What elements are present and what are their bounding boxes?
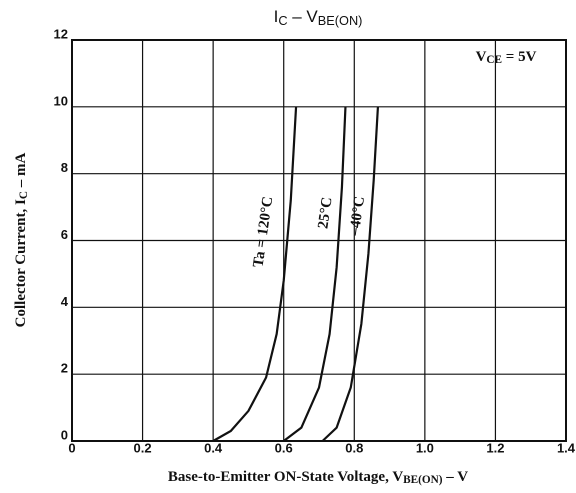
condition-label-subscript: CE	[486, 54, 502, 66]
chart-title-subscript: BE(ON)	[318, 13, 363, 28]
curve-label: 25°C	[315, 196, 335, 230]
curve	[283, 106, 347, 442]
chart-title-part: I	[274, 7, 279, 26]
curve	[321, 106, 380, 442]
x-tick-label: 0.2	[134, 440, 152, 455]
x-tick-label: 0.4	[204, 440, 223, 455]
curve	[212, 106, 298, 442]
y-tick-label: 2	[61, 361, 68, 376]
curve-label: –40°C	[347, 195, 368, 237]
x-axis-label: Base-to-Emitter ON-State Voltage, VBE(ON…	[168, 469, 468, 486]
y-tick-label: 0	[61, 427, 68, 442]
chart-title-subscript: C	[278, 13, 287, 28]
x-axis-label-part: – V	[443, 469, 469, 485]
y-tick-label: 8	[61, 160, 68, 175]
condition-label: VCE = 5V	[476, 49, 537, 66]
y-axis-label-part: Collector Current, I	[13, 199, 29, 327]
chart-title-part: – V	[288, 7, 319, 26]
condition-label-part: V	[476, 49, 487, 65]
y-tick-label: 10	[54, 93, 68, 108]
condition-label-part: = 5V	[502, 49, 537, 65]
x-tick-label: 1.0	[416, 440, 434, 455]
y-axis-label: Collector Current, IC – mA	[13, 153, 30, 328]
y-tick-label: 6	[61, 227, 68, 242]
x-tick-label: 0	[68, 440, 75, 455]
x-axis-label-part: Base-to-Emitter ON-State Voltage, V	[168, 469, 403, 485]
x-tick-label: 1.4	[557, 440, 576, 455]
y-axis-label-part: – mA	[13, 153, 29, 191]
curve-label: Ta = 120°C	[251, 195, 277, 268]
x-tick-label: 0.6	[275, 440, 293, 455]
y-tick-label: 12	[54, 26, 68, 41]
chart-title: IC – VBE(ON)	[274, 7, 363, 27]
x-axis-label-subscript: BE(ON)	[403, 474, 443, 486]
x-tick-label: 1.2	[486, 440, 504, 455]
y-axis-label-subscript: C	[18, 191, 30, 199]
y-tick-label: 4	[61, 294, 69, 309]
x-tick-label: 0.8	[345, 440, 363, 455]
